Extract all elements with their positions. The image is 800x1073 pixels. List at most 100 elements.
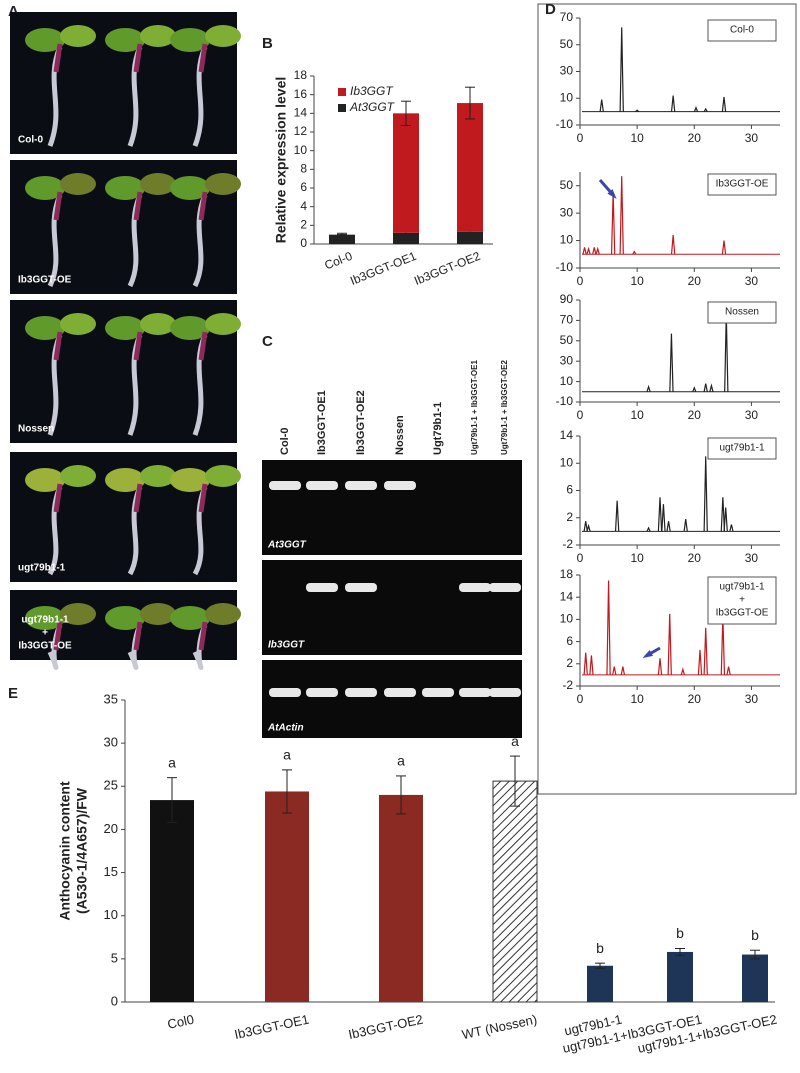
x-tick-label: Ib3GGT-OE2 [347, 1012, 424, 1042]
y-tick-label: 30 [560, 64, 574, 78]
gel-band [345, 481, 377, 490]
y-tick-label: 10 [560, 374, 574, 388]
peak [657, 497, 663, 532]
peak [606, 580, 611, 675]
peak [657, 658, 663, 675]
seedling-leaf [170, 176, 210, 200]
lane-label: Ugt79b1-1 + Ib3GGT-OE2 [500, 360, 509, 455]
y-tick-label: 5 [111, 950, 118, 965]
panel-letter: C [262, 333, 273, 350]
peak [703, 627, 708, 675]
lane-label: Ib3GGT-OE1 [316, 390, 328, 455]
x-tick-label: 20 [688, 551, 702, 565]
peak [703, 107, 708, 112]
seedling-leaf [205, 603, 241, 625]
seedling-hypocotyl [198, 483, 208, 513]
seedling-leaf [105, 176, 145, 200]
seedling-leaf [60, 603, 96, 625]
y-tick-label: 10 [104, 907, 118, 922]
peak [683, 519, 688, 532]
x-tick-label: Ib3GGT-OE1 [233, 1012, 310, 1042]
gel-band [306, 481, 338, 490]
seedling-hypocotyl [133, 191, 143, 221]
x-tick-label: Col0 [166, 1012, 195, 1032]
peak [680, 667, 686, 676]
legend-label: Col-0 [730, 25, 754, 36]
significance-letter: a [397, 753, 405, 769]
x-tick-label: Col-0 [322, 249, 354, 273]
panel-letter: B [262, 35, 273, 52]
legend-swatch [338, 88, 346, 96]
seedling-hypocotyl [198, 43, 208, 73]
significance-letter: a [511, 733, 519, 749]
x-tick-label: 20 [688, 692, 702, 706]
y-tick-label: 50 [560, 178, 574, 192]
seedling-leaf [205, 313, 241, 335]
panel-letter: E [8, 685, 18, 702]
x-tick-label: 30 [745, 274, 759, 288]
significance-letter: a [168, 754, 176, 770]
peak [724, 313, 729, 392]
peak [589, 655, 594, 675]
peak [619, 27, 624, 112]
bar [150, 800, 194, 1002]
seedling-hypocotyl [53, 191, 63, 221]
gel-band [459, 688, 491, 697]
peak [670, 235, 676, 255]
x-tick-label: 10 [630, 408, 644, 422]
seedling-leaf [140, 465, 176, 487]
peak [709, 383, 714, 392]
y-tick-label: 14 [560, 428, 574, 442]
peak [646, 384, 651, 392]
seedling-leaf [25, 468, 65, 492]
peak [703, 383, 708, 392]
peak [646, 526, 651, 532]
legend-box [707, 173, 777, 196]
legend-label: ugt79b1-1 [719, 443, 764, 454]
y-tick-label: 0 [300, 236, 307, 250]
peak [586, 523, 591, 532]
y-tick-label: 35 [104, 691, 118, 706]
peak [693, 105, 699, 112]
legend-label: Nossen [725, 307, 759, 318]
peak [720, 497, 726, 532]
peak [723, 507, 728, 532]
y-tick-label: -10 [556, 260, 574, 274]
bar [742, 954, 768, 1002]
seedling-hypocotyl [133, 43, 143, 73]
peak [661, 504, 666, 532]
lane-label: Ugt79b1-1 [432, 402, 444, 455]
bar [587, 965, 613, 1002]
gel-band [345, 688, 377, 697]
arrow-head [607, 189, 617, 200]
seedling-hypocotyl [133, 483, 143, 513]
legend-box [707, 19, 777, 42]
bar-segment [393, 232, 419, 244]
x-tick-label: 10 [630, 131, 644, 145]
y-tick-label: 90 [560, 292, 574, 306]
peak [720, 616, 726, 675]
photo-label: ugt79b1-1 [18, 563, 66, 574]
y-tick-label: 18 [560, 567, 574, 581]
x-tick-label: 0 [577, 551, 584, 565]
seedling-leaf [25, 316, 65, 340]
peak [692, 386, 697, 393]
x-tick-label: 30 [745, 692, 759, 706]
panel-letter: D [545, 1, 556, 18]
seedling-hypocotyl [53, 621, 63, 651]
y-tick-label: 0 [111, 993, 118, 1008]
x-tick-label: Ib3GGT-OE1 [348, 249, 418, 288]
y-tick-label: 50 [560, 37, 574, 51]
legend-label: Ib3GGT-OE [716, 608, 769, 619]
seedling-leaf [205, 173, 241, 195]
peak [669, 333, 674, 392]
peak [612, 666, 617, 676]
legend-label: ugt79b1-1 [719, 582, 764, 593]
gel-band [489, 583, 521, 592]
x-tick-label: 10 [630, 551, 644, 565]
bar-segment [457, 231, 483, 244]
x-tick-label: 10 [630, 692, 644, 706]
peak [583, 521, 588, 532]
x-tick-label: WT (Nossen) [461, 1012, 539, 1043]
